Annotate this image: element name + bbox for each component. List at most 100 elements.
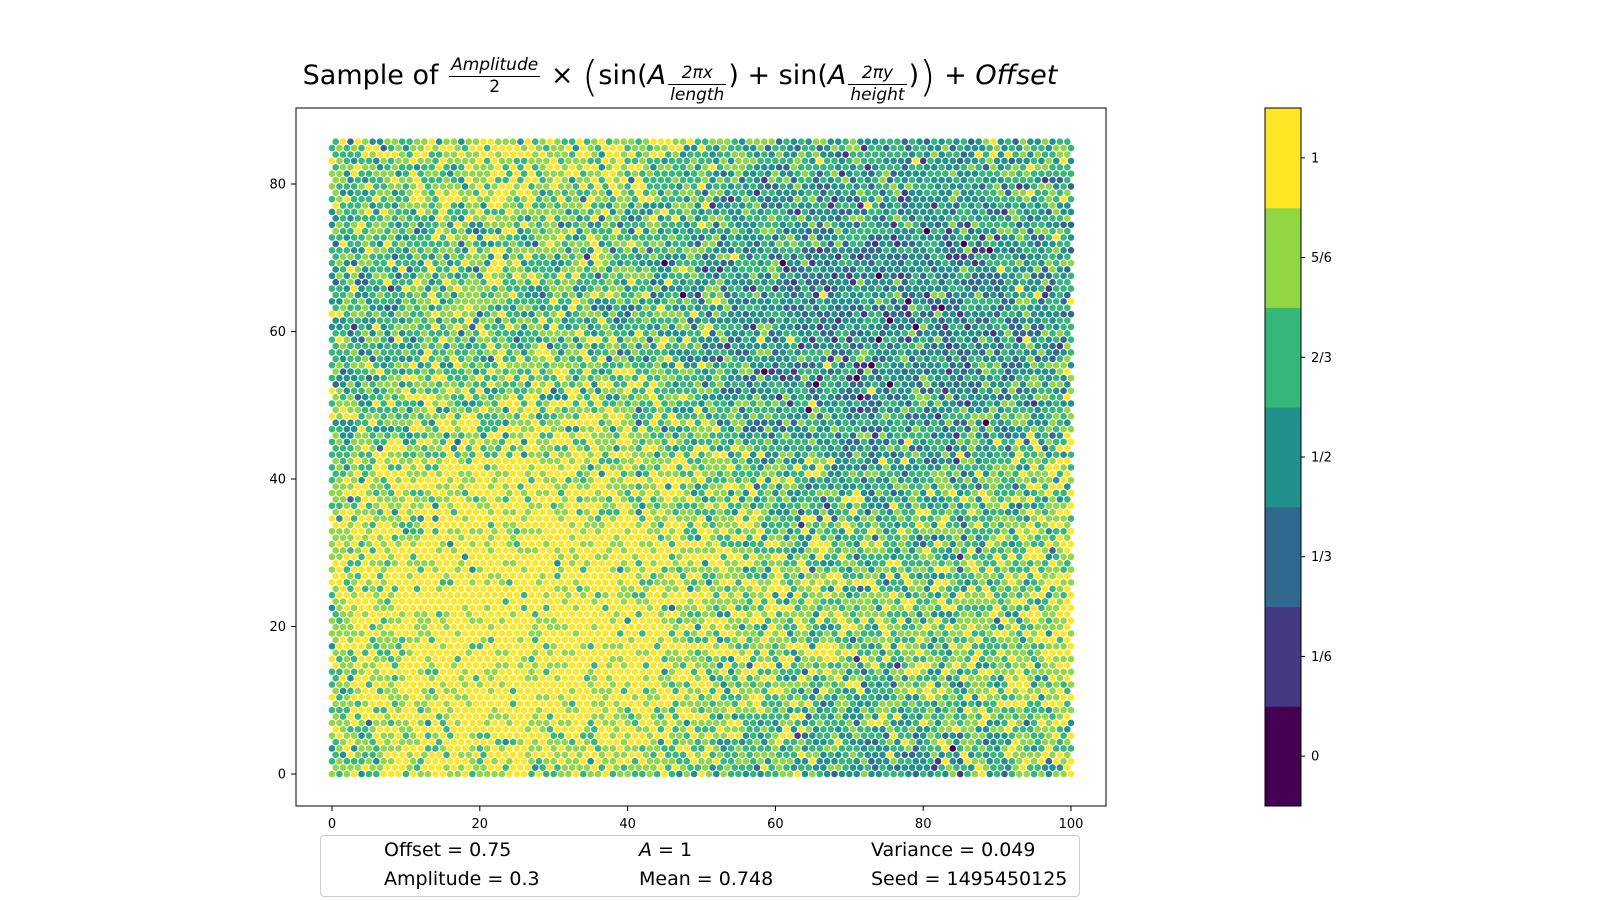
data-point [679, 547, 687, 554]
data-point [576, 521, 583, 529]
data-point [912, 681, 920, 688]
data-point [923, 687, 931, 695]
data-point [476, 681, 484, 688]
data-point [650, 521, 657, 529]
data-point [458, 611, 465, 618]
data-point [576, 457, 583, 465]
data-point [1056, 508, 1064, 516]
data-point [801, 655, 809, 663]
data-point [446, 617, 454, 625]
data-point [339, 483, 347, 490]
data-point [628, 521, 635, 529]
data-point [328, 540, 336, 548]
data-point [517, 585, 524, 593]
data-point [768, 623, 775, 631]
data-point [395, 668, 402, 676]
data-point [890, 745, 897, 752]
data-point [720, 566, 727, 573]
data-point [650, 764, 657, 771]
data-point [350, 655, 358, 663]
data-point [568, 738, 576, 746]
data-point [506, 553, 513, 561]
data-point [982, 559, 990, 567]
data-point [602, 617, 609, 625]
data-point [919, 476, 927, 484]
data-point [336, 732, 343, 739]
data-point [528, 681, 535, 688]
data-point [328, 668, 336, 676]
data-point [432, 617, 439, 625]
data-point [668, 476, 676, 484]
data-point [812, 738, 820, 746]
data-point [609, 604, 617, 612]
data-point [587, 668, 594, 676]
data-point [905, 706, 912, 714]
data-point [1034, 572, 1042, 580]
data-point [993, 770, 1001, 778]
data-point [916, 751, 923, 759]
data-point [664, 585, 672, 593]
data-point [746, 725, 753, 733]
data-point [402, 617, 410, 625]
data-point [1041, 496, 1049, 503]
data-point [642, 725, 650, 733]
data-point [517, 764, 524, 771]
data-point [975, 508, 982, 516]
data-point [506, 528, 513, 535]
data-point [908, 547, 916, 554]
data-point [960, 674, 968, 682]
data-point [568, 700, 576, 708]
data-point [639, 476, 646, 484]
data-point [857, 725, 864, 733]
data-point [461, 476, 469, 484]
data-point [860, 528, 868, 535]
data-point [805, 508, 812, 516]
data-point [672, 623, 679, 631]
data-point [812, 534, 820, 541]
data-point [809, 706, 816, 714]
data-point [860, 681, 868, 688]
data-point [347, 674, 354, 682]
data-point [724, 559, 731, 567]
data-point [639, 540, 646, 548]
data-point [373, 515, 380, 522]
data-point [897, 579, 905, 586]
data-point [764, 579, 772, 586]
data-point [716, 508, 724, 516]
data-point [786, 642, 794, 650]
data-point [683, 476, 691, 484]
data-point [343, 694, 351, 701]
data-point [882, 745, 890, 752]
data-point [712, 540, 720, 548]
data-point [531, 547, 539, 554]
data-point [639, 553, 646, 561]
data-point [982, 725, 990, 733]
data-point [458, 725, 465, 733]
data-point [1019, 636, 1027, 644]
data-point [816, 630, 824, 637]
data-point [417, 655, 424, 663]
data-point [1067, 655, 1075, 663]
data-point [491, 476, 498, 484]
data-point [376, 662, 384, 669]
data-point [361, 534, 369, 541]
data-point [676, 757, 683, 765]
data-point [923, 598, 931, 605]
data-point [350, 757, 358, 765]
data-point [997, 483, 1005, 490]
data-point [764, 706, 772, 714]
data-point [461, 630, 469, 637]
data-point [679, 534, 687, 541]
data-point [794, 668, 801, 676]
data-point [912, 566, 920, 573]
data-point [557, 476, 565, 484]
data-point [1034, 738, 1042, 746]
data-point [424, 745, 432, 752]
data-point [956, 681, 964, 688]
data-point [373, 464, 380, 471]
data-point [894, 636, 901, 644]
data-point [624, 464, 631, 471]
data-point [435, 636, 443, 644]
data-point [487, 611, 495, 618]
data-point [842, 738, 849, 746]
